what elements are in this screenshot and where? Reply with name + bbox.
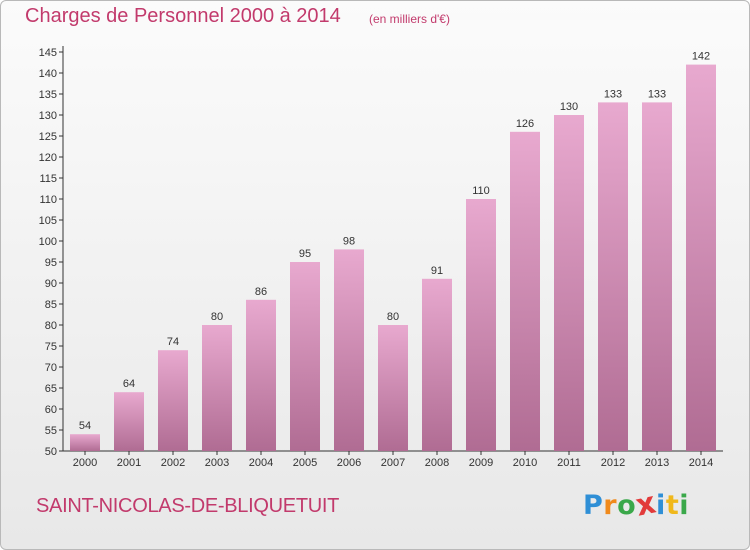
x-tick-label: 2007 (381, 457, 405, 469)
data-label: 126 (516, 118, 534, 130)
bar (510, 131, 540, 452)
data-label: 91 (431, 265, 443, 277)
data-label: 142 (692, 51, 710, 63)
y-tick-label: 75 (45, 341, 57, 353)
x-tick-label: 2010 (513, 457, 537, 469)
y-tick-label: 85 (45, 299, 57, 311)
x-tick-label: 2013 (645, 457, 669, 469)
x-tick-label: 2001 (117, 457, 141, 469)
bar (246, 299, 276, 451)
x-tick-label: 2005 (293, 457, 317, 469)
commune-name: SAINT-NICOLAS-DE-BLIQUETUIT (36, 495, 340, 517)
data-label: 130 (560, 101, 578, 113)
data-label: 64 (123, 378, 135, 390)
bar-chart: 50 55 60 65 70 75 80 85 90 95 100 105 110 115 120 125 13… (39, 46, 723, 469)
x-tick-label: 2004 (249, 457, 273, 469)
data-label: 133 (648, 88, 666, 100)
bar (598, 102, 628, 452)
bar (554, 115, 584, 451)
data-label: 74 (167, 336, 179, 348)
bar (422, 278, 452, 451)
bars (70, 64, 716, 452)
x-tick-label: 2002 (161, 457, 185, 469)
data-label: 98 (343, 235, 355, 247)
y-tick-label: 65 (45, 383, 57, 395)
logo-letter: r (603, 490, 618, 521)
y-tick-label: 145 (39, 47, 57, 59)
x-tick-label: 2014 (689, 457, 713, 469)
x-tick-label: 2012 (601, 457, 625, 469)
y-tick-label: 130 (39, 110, 57, 122)
data-label: 110 (472, 185, 490, 197)
y-tick-label: 90 (45, 278, 57, 290)
y-tick-label: 125 (39, 131, 57, 143)
x-tick-label: 2009 (469, 457, 493, 469)
data-label: 95 (299, 248, 311, 260)
value-labels: 54 64 74 80 86 95 98 80 91 110 126 130 133 133 142 (79, 51, 710, 433)
y-tick-label: 95 (45, 257, 57, 269)
x-tick-label: 2000 (73, 457, 97, 469)
data-label: 133 (604, 88, 622, 100)
logo-letter: i (656, 490, 666, 521)
bar (466, 199, 496, 451)
data-label: 86 (255, 286, 267, 298)
logo-letter: t (665, 490, 680, 521)
x-tick-label: 2006 (337, 457, 361, 469)
y-tick-label: 120 (39, 152, 57, 164)
y-tick-label: 100 (39, 236, 57, 248)
logo-letter: o (617, 490, 637, 521)
y-tick-label: 105 (39, 215, 57, 227)
proxiti-logo[interactable]: Proxiti (583, 485, 689, 523)
data-label: 80 (211, 311, 223, 323)
chart-subtitle: (en milliers d'€) (369, 12, 450, 26)
bar (686, 64, 716, 451)
bar (378, 325, 408, 451)
chart-title: Charges de Personnel 2000 à 2014 (25, 5, 341, 27)
y-tick-label: 110 (39, 194, 57, 206)
logo-letter: i (679, 490, 689, 521)
y-tick-label: 60 (45, 404, 57, 416)
y-tick-label: 50 (45, 446, 57, 458)
bar (334, 249, 364, 451)
y-tick-label: 135 (39, 89, 57, 101)
bar (70, 434, 100, 451)
y-tick-label: 70 (45, 362, 57, 374)
data-label: 80 (387, 311, 399, 323)
bar (642, 102, 672, 452)
x-tick-label: 2003 (205, 457, 229, 469)
x-tick-label: 2011 (557, 457, 581, 469)
logo-letter: P (583, 490, 604, 521)
bar (290, 262, 320, 451)
bar (202, 325, 232, 451)
bar (114, 392, 144, 451)
y-tick-label: 55 (45, 425, 57, 437)
y-tick-label: 115 (39, 173, 57, 185)
y-tick-label: 80 (45, 320, 57, 332)
x-tick-label: 2008 (425, 457, 449, 469)
y-tick-label: 140 (39, 68, 57, 80)
data-label: 54 (79, 420, 91, 432)
bar (158, 350, 188, 451)
